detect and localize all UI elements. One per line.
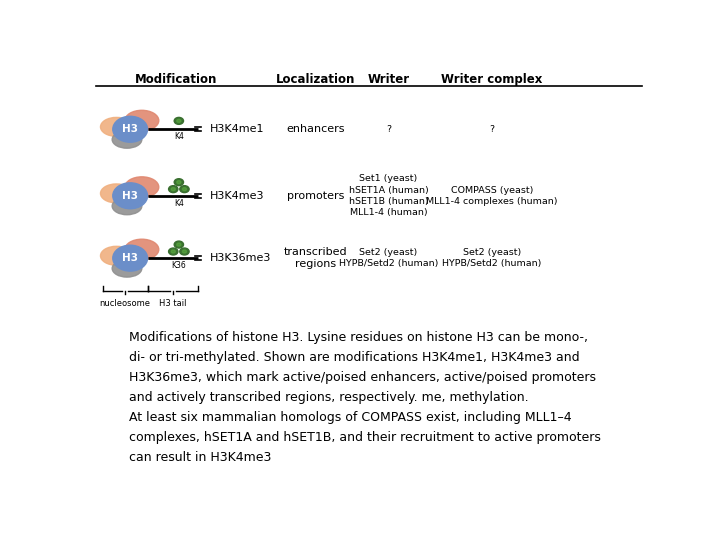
Text: Set2 (yeast)
HYPB/Setd2 (human): Set2 (yeast) HYPB/Setd2 (human): [339, 248, 438, 268]
Ellipse shape: [112, 197, 142, 215]
Circle shape: [174, 117, 184, 124]
Circle shape: [180, 186, 189, 193]
Circle shape: [174, 241, 184, 248]
Circle shape: [171, 187, 176, 191]
Ellipse shape: [101, 184, 132, 203]
Text: H3K36me3: H3K36me3: [210, 253, 271, 263]
Ellipse shape: [101, 246, 132, 265]
Ellipse shape: [112, 260, 142, 277]
Circle shape: [171, 250, 176, 253]
Text: Set1 (yeast)
hSET1A (human)
hSET1B (human)
MLL1-4 (human): Set1 (yeast) hSET1A (human) hSET1B (huma…: [348, 174, 428, 218]
Text: and actively transcribed regions, respectively. me, methylation.: and actively transcribed regions, respec…: [129, 391, 528, 404]
Circle shape: [168, 186, 178, 193]
Text: K4: K4: [174, 199, 184, 207]
Text: K36: K36: [171, 261, 186, 270]
Text: Writer: Writer: [367, 73, 410, 86]
Text: H3: H3: [122, 124, 138, 134]
Ellipse shape: [112, 131, 142, 148]
Text: H3K4me1: H3K4me1: [210, 124, 264, 134]
Circle shape: [182, 187, 186, 191]
Text: ?: ?: [489, 125, 495, 134]
Text: Modifications of histone H3. Lysine residues on histone H3 can be mono-,: Modifications of histone H3. Lysine resi…: [129, 331, 588, 344]
Text: H3K4me3: H3K4me3: [210, 191, 264, 201]
Text: transcribed
regions: transcribed regions: [284, 247, 348, 269]
Circle shape: [113, 245, 148, 271]
Text: Localization: Localization: [276, 73, 356, 86]
Circle shape: [182, 250, 186, 253]
Text: promoters: promoters: [287, 191, 345, 201]
Text: complexes, hSET1A and hSET1B, and their recruitment to active promoters: complexes, hSET1A and hSET1B, and their …: [129, 431, 601, 444]
Ellipse shape: [125, 239, 159, 260]
Ellipse shape: [101, 117, 132, 137]
Circle shape: [113, 116, 148, 142]
Circle shape: [168, 248, 178, 255]
Circle shape: [113, 183, 148, 209]
Text: enhancers: enhancers: [287, 124, 346, 134]
Text: can result in H3K4me3: can result in H3K4me3: [129, 451, 271, 464]
Text: COMPASS (yeast)
MLL1-4 complexes (human): COMPASS (yeast) MLL1-4 complexes (human): [426, 186, 557, 206]
Text: di- or tri-methylated. Shown are modifications H3K4me1, H3K4me3 and: di- or tri-methylated. Shown are modific…: [129, 351, 580, 364]
Circle shape: [176, 119, 181, 123]
Circle shape: [176, 180, 181, 184]
Text: Writer complex: Writer complex: [441, 73, 542, 86]
Text: H3 tail: H3 tail: [159, 299, 186, 308]
Text: Modification: Modification: [135, 73, 217, 86]
Text: K4: K4: [174, 132, 184, 141]
Text: H3: H3: [122, 191, 138, 201]
Text: nucleosome: nucleosome: [99, 299, 150, 308]
Text: H3K36me3, which mark active/poised enhancers, active/poised promoters: H3K36me3, which mark active/poised enhan…: [129, 371, 596, 384]
Text: At least six mammalian homologs of COMPASS exist, including MLL1–4: At least six mammalian homologs of COMPA…: [129, 411, 572, 424]
Text: Set2 (yeast)
HYPB/Setd2 (human): Set2 (yeast) HYPB/Setd2 (human): [442, 248, 541, 268]
Text: ?: ?: [386, 125, 391, 134]
Circle shape: [174, 179, 184, 186]
Text: H3: H3: [122, 253, 138, 263]
Circle shape: [176, 243, 181, 246]
Circle shape: [180, 248, 189, 255]
Ellipse shape: [125, 110, 159, 131]
Ellipse shape: [125, 177, 159, 197]
